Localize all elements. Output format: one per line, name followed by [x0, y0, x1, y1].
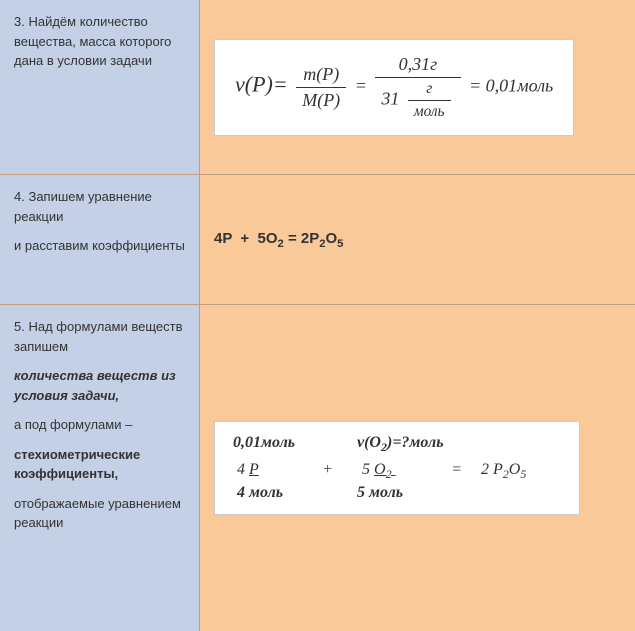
step-4-text-2: и расставим коэффициенты	[14, 236, 185, 256]
step-3-number: 3.	[14, 14, 25, 29]
frac2-den: 31 г моль	[375, 78, 460, 121]
stoich-bot-row: 4 моль 5 моль	[233, 484, 561, 502]
step-row-3: 3. Найдём количество вещества, масса кот…	[0, 0, 635, 175]
step-5-label: 5. Над формулами веществ запишем количес…	[0, 305, 200, 631]
frac1-num: m(P)	[296, 64, 346, 88]
frac-mp-Mp: m(P) M(P)	[296, 64, 346, 111]
step-row-4: 4. Запишем уравнение реакции и расставим…	[0, 175, 635, 305]
stoichiometry-box: 0,01моль ν(O2)=?моль 4 P + 5 O2 = 2 P2O5…	[214, 421, 580, 514]
step-5-line-0: Над формулами веществ запишем	[14, 319, 183, 354]
frac1-den: M(P)	[296, 88, 346, 111]
formula-result: = 0,01моль	[469, 75, 553, 95]
step-row-5: 5. Над формулами веществ запишем количес…	[0, 305, 635, 631]
equals-1: =	[355, 75, 372, 95]
step-5-line-3: стехиометрические коэффициенты,	[14, 445, 185, 484]
step-4-content: 4P + 5O2 = 2P2O5	[200, 175, 635, 304]
stoich-bot-1: 4 моль	[233, 484, 353, 502]
stoich-top-right: ν(O2)=?моль	[357, 434, 507, 455]
formula-lhs: ν(P)=	[235, 71, 288, 96]
step-4-text-1: Запишем уравнение реакции	[14, 189, 152, 224]
step-4-label: 4. Запишем уравнение реакции и расставим…	[0, 175, 200, 304]
stoich-top-row: 0,01моль ν(O2)=?моль	[233, 434, 561, 455]
stoich-bot-2: 5 моль	[357, 484, 457, 502]
step-5-number: 5.	[14, 319, 25, 334]
unit-frac: г моль	[408, 80, 451, 121]
step-5-content: 0,01моль ν(O2)=?моль 4 P + 5 O2 = 2 P2O5…	[200, 305, 635, 631]
step-3-text: Найдём количество вещества, масса которо…	[14, 14, 171, 68]
steps-table: 3. Найдём количество вещества, масса кот…	[0, 0, 635, 631]
frac2-num: 0,31г	[375, 54, 460, 78]
step-4-number: 4.	[14, 189, 25, 204]
stoich-table: 0,01моль ν(O2)=?моль 4 P + 5 O2 = 2 P2O5…	[233, 434, 561, 501]
step-3-label: 3. Найдём количество вещества, масса кот…	[0, 0, 200, 174]
step-5-line-2: а под формулами –	[14, 415, 185, 435]
reaction-equation: 4P + 5O2 = 2P2O5	[214, 230, 343, 250]
stoich-top-left: 0,01моль	[233, 434, 353, 452]
step-5-line-4: отображаемые уравнением реакции	[14, 494, 185, 533]
step-3-content: ν(P)= m(P) M(P) = 0,31г 31 г моль	[200, 0, 635, 174]
frac-numeric: 0,31г 31 г моль	[375, 54, 460, 121]
formula-nu-p: ν(P)= m(P) M(P) = 0,31г 31 г моль	[214, 39, 574, 136]
step-5-line-1: количества веществ из условия задачи,	[14, 366, 185, 405]
stoich-mid-row: 4 P + 5 O2 = 2 P2O5	[233, 456, 561, 484]
